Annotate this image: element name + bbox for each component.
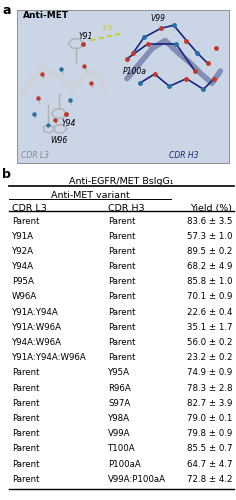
Text: Y98A: Y98A — [108, 414, 130, 423]
Text: 82.7 ± 3.9: 82.7 ± 3.9 — [187, 399, 232, 408]
Text: 35.1 ± 1.7: 35.1 ± 1.7 — [187, 323, 232, 332]
Text: Y92A: Y92A — [12, 247, 34, 256]
Text: CDR H3: CDR H3 — [169, 151, 199, 160]
Text: CDR L3: CDR L3 — [12, 204, 46, 212]
Text: 70.1 ± 0.9: 70.1 ± 0.9 — [187, 292, 232, 302]
Text: Anti-MET: Anti-MET — [23, 10, 69, 20]
Text: 79.8 ± 0.9: 79.8 ± 0.9 — [187, 429, 232, 438]
Text: Parent: Parent — [108, 216, 136, 226]
Text: Parent: Parent — [12, 368, 39, 378]
Text: P95A: P95A — [12, 278, 34, 286]
Text: V99A:P100aA: V99A:P100aA — [108, 475, 166, 484]
Text: V99A: V99A — [108, 429, 131, 438]
Text: a: a — [2, 4, 11, 17]
Text: V99: V99 — [150, 14, 165, 22]
Text: P100a: P100a — [123, 67, 147, 76]
Text: 89.5 ± 0.2: 89.5 ± 0.2 — [187, 247, 232, 256]
Text: W96A: W96A — [12, 292, 37, 302]
Text: CDR L3: CDR L3 — [21, 151, 49, 160]
Text: Parent: Parent — [108, 278, 136, 286]
Text: Parent: Parent — [12, 475, 39, 484]
Text: 57.3 ± 1.0: 57.3 ± 1.0 — [187, 232, 232, 240]
Text: R96A: R96A — [108, 384, 131, 392]
Text: Y91A: Y91A — [12, 232, 34, 240]
Text: Yield (%): Yield (%) — [190, 204, 232, 212]
Text: Y95A: Y95A — [108, 368, 130, 378]
Text: Anti-EGFR/MET BsIgG₁: Anti-EGFR/MET BsIgG₁ — [69, 178, 174, 186]
Text: Y94: Y94 — [61, 119, 76, 128]
Text: Parent: Parent — [108, 262, 136, 271]
Text: Parent: Parent — [108, 247, 136, 256]
Text: 68.2 ± 4.9: 68.2 ± 4.9 — [187, 262, 232, 271]
Text: Parent: Parent — [108, 353, 136, 362]
Text: 79.0 ± 0.1: 79.0 ± 0.1 — [187, 414, 232, 423]
Text: P100aA: P100aA — [108, 460, 141, 468]
Text: 85.8 ± 1.0: 85.8 ± 1.0 — [187, 278, 232, 286]
Text: Parent: Parent — [108, 292, 136, 302]
Text: S97A: S97A — [108, 399, 130, 408]
Text: Y91A:Y94A: Y91A:Y94A — [12, 308, 59, 316]
Text: Y91: Y91 — [78, 32, 93, 41]
Text: 85.5 ± 0.7: 85.5 ± 0.7 — [187, 444, 232, 454]
Text: Parent: Parent — [12, 414, 39, 423]
Text: Y91A:W96A: Y91A:W96A — [12, 323, 62, 332]
Text: Anti-MET variant: Anti-MET variant — [51, 190, 130, 200]
Text: Parent: Parent — [108, 323, 136, 332]
Text: Parent: Parent — [108, 232, 136, 240]
Text: Y94A:W96A: Y94A:W96A — [12, 338, 62, 347]
Text: Parent: Parent — [12, 216, 39, 226]
Text: Parent: Parent — [12, 384, 39, 392]
Text: Parent: Parent — [12, 460, 39, 468]
Text: CDR H3: CDR H3 — [108, 204, 145, 212]
Text: Parent: Parent — [12, 444, 39, 454]
Text: Y91A:Y94A:W96A: Y91A:Y94A:W96A — [12, 353, 86, 362]
Text: W96: W96 — [51, 136, 68, 144]
Text: 23.2 ± 0.2: 23.2 ± 0.2 — [187, 353, 232, 362]
Text: 72.8 ± 4.2: 72.8 ± 4.2 — [187, 475, 232, 484]
Text: Parent: Parent — [108, 308, 136, 316]
Text: 83.6 ± 3.5: 83.6 ± 3.5 — [187, 216, 232, 226]
Text: 78.3 ± 2.8: 78.3 ± 2.8 — [187, 384, 232, 392]
Text: 56.0 ± 0.2: 56.0 ± 0.2 — [187, 338, 232, 347]
Text: Parent: Parent — [12, 399, 39, 408]
Text: Parent: Parent — [108, 338, 136, 347]
Text: b: b — [2, 168, 11, 180]
Text: Parent: Parent — [12, 429, 39, 438]
Text: 3.5: 3.5 — [101, 25, 113, 31]
Text: 64.7 ± 4.7: 64.7 ± 4.7 — [187, 460, 232, 468]
Text: 74.9 ± 0.9: 74.9 ± 0.9 — [187, 368, 232, 378]
Text: 22.6 ± 0.4: 22.6 ± 0.4 — [187, 308, 232, 316]
Text: Y94A: Y94A — [12, 262, 34, 271]
Text: T100A: T100A — [108, 444, 136, 454]
